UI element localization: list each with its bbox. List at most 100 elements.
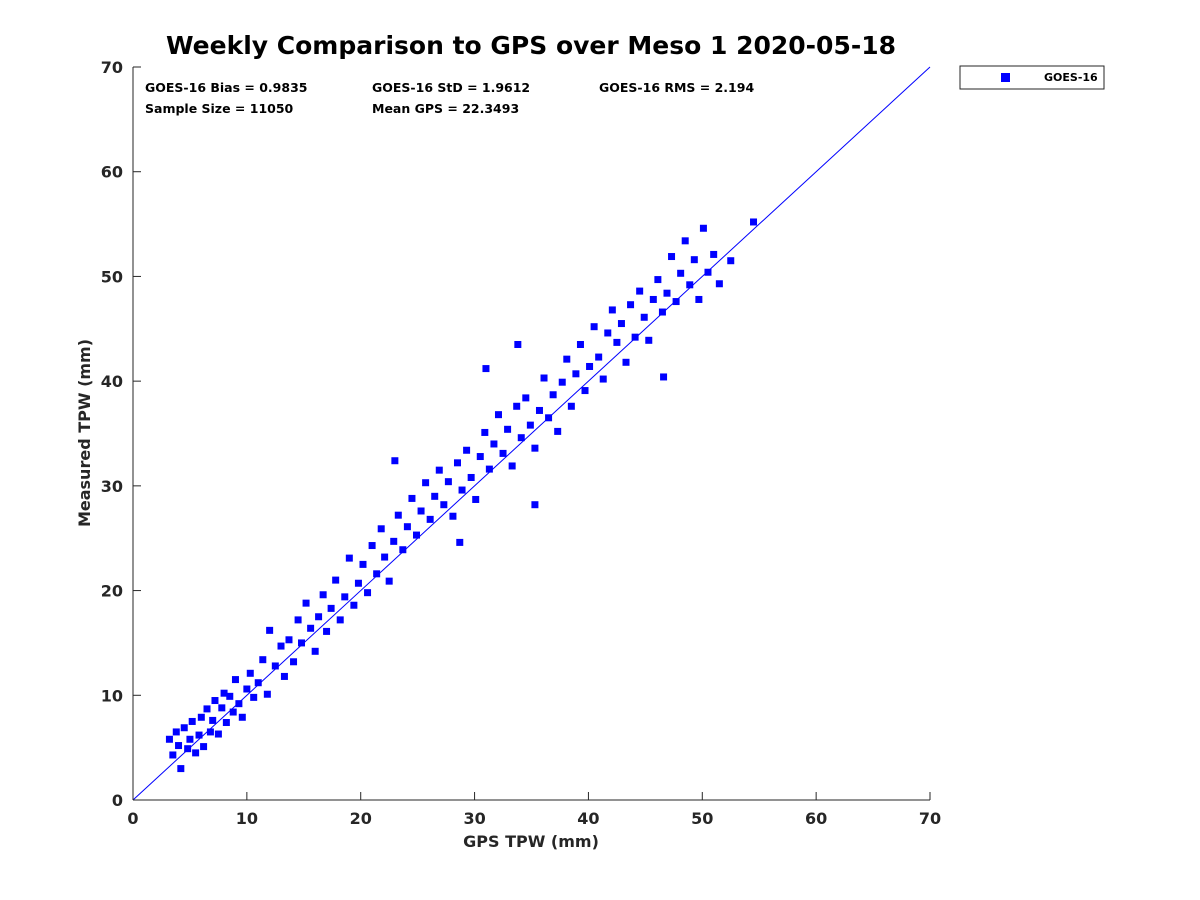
data-point <box>504 425 512 433</box>
data-point <box>715 280 723 288</box>
x-tick-label: 40 <box>577 809 599 828</box>
data-point <box>622 358 630 366</box>
data-point <box>467 473 475 481</box>
data-point <box>458 486 466 494</box>
data-point <box>599 375 607 383</box>
data-point <box>567 402 575 410</box>
data-point <box>494 411 502 419</box>
data-point <box>535 406 543 414</box>
data-point <box>485 465 493 473</box>
data-point <box>727 257 735 265</box>
data-point <box>613 338 621 346</box>
data-point <box>617 320 625 328</box>
data-point <box>246 669 254 677</box>
data-point <box>350 601 358 609</box>
data-point <box>572 370 580 378</box>
data-point <box>354 579 362 587</box>
data-point <box>695 295 703 303</box>
plot-area <box>132 66 931 801</box>
data-point <box>169 751 177 759</box>
data-point <box>214 730 222 738</box>
stat-bias: GOES-16 Bias = 0.9835 <box>145 80 307 95</box>
data-point <box>394 511 402 519</box>
data-point <box>391 457 399 465</box>
data-point <box>710 250 718 258</box>
data-point <box>327 604 335 612</box>
y-ticks: 0 10 20 30 40 50 60 70 <box>101 58 141 810</box>
y-tick-label: 70 <box>101 58 123 77</box>
data-point <box>604 329 612 337</box>
one-to-one-line <box>132 66 931 801</box>
data-point <box>218 704 226 712</box>
stat-std: GOES-16 StD = 1.9612 <box>372 80 530 95</box>
data-point <box>422 479 430 487</box>
data-point <box>681 237 689 245</box>
data-point <box>531 444 539 452</box>
data-point <box>259 656 267 664</box>
y-axis-label: Measured TPW (mm) <box>75 339 94 527</box>
data-point <box>513 402 521 410</box>
data-point <box>699 224 707 232</box>
data-point <box>195 731 203 739</box>
x-tick-label: 0 <box>127 809 138 828</box>
data-point <box>654 276 662 284</box>
data-point <box>165 735 173 743</box>
data-point <box>332 576 340 584</box>
data-point <box>290 658 298 666</box>
data-point <box>658 308 666 316</box>
data-point <box>307 624 315 632</box>
data-point <box>359 560 367 568</box>
y-tick-label: 40 <box>101 372 123 391</box>
y-tick-label: 10 <box>101 686 123 705</box>
data-point <box>271 662 279 670</box>
data-point <box>180 724 188 732</box>
data-point <box>482 365 490 373</box>
data-point <box>311 647 319 655</box>
data-point <box>549 391 557 399</box>
stats-annotation: GOES-16 Bias = 0.9835 GOES-16 StD = 1.96… <box>145 80 754 116</box>
data-point <box>263 690 271 698</box>
data-point <box>545 414 553 422</box>
data-point <box>660 373 668 381</box>
data-point <box>463 446 471 454</box>
y-tick-label: 20 <box>101 582 123 601</box>
data-point <box>645 336 653 344</box>
data-point <box>472 495 480 503</box>
data-point <box>453 459 461 467</box>
data-point <box>677 269 685 277</box>
x-axis-label: GPS TPW (mm) <box>463 832 599 851</box>
data-point <box>277 642 285 650</box>
data-point <box>508 462 516 470</box>
data-point <box>323 627 331 635</box>
y-tick-label: 50 <box>101 267 123 286</box>
data-points <box>165 218 758 773</box>
x-tick-label: 30 <box>463 809 485 828</box>
data-point <box>200 743 208 751</box>
data-point <box>364 589 372 597</box>
data-point <box>663 289 671 297</box>
data-point <box>586 362 594 370</box>
data-point <box>280 672 288 680</box>
data-point <box>426 515 434 523</box>
data-point <box>231 676 239 684</box>
data-point <box>408 494 416 502</box>
data-point <box>209 716 217 724</box>
data-point <box>238 713 246 721</box>
data-point <box>576 340 584 348</box>
data-point <box>235 700 243 708</box>
y-tick-label: 60 <box>101 163 123 182</box>
x-tick-label: 20 <box>350 809 372 828</box>
data-point <box>526 421 534 429</box>
data-point <box>341 593 349 601</box>
data-point <box>285 636 293 644</box>
data-point <box>540 374 548 382</box>
y-tick-label: 30 <box>101 477 123 496</box>
data-point <box>636 287 644 295</box>
data-point <box>499 449 507 457</box>
data-point <box>302 599 310 607</box>
data-point <box>750 218 758 226</box>
data-point <box>206 728 214 736</box>
data-point <box>417 507 425 515</box>
data-point <box>197 713 205 721</box>
data-point <box>315 613 323 621</box>
